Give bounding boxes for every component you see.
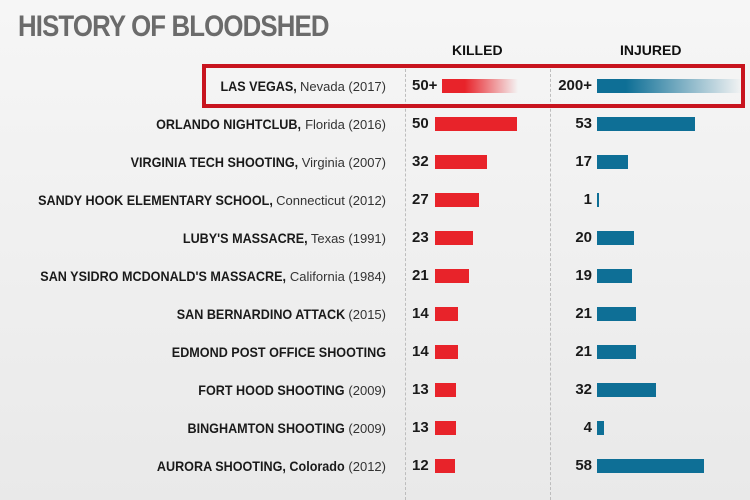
injured-bar [597, 193, 599, 207]
table-row: BINGHAMTON SHOOTING (2009) 13 4 [0, 413, 750, 443]
incident-detail: (2009) [344, 421, 386, 436]
killed-bar [435, 421, 457, 435]
injured-bar [597, 345, 636, 359]
table-row: EDMOND POST OFFICE SHOOTING 14 21 [0, 337, 750, 367]
killed-value: 13 [412, 381, 429, 398]
killed-value: 14 [412, 305, 429, 322]
incident-name: LAS VEGAS, [220, 78, 297, 94]
incident-name: BINGHAMTON SHOOTING [187, 420, 345, 436]
incident-name: EDMOND POST OFFICE SHOOTING [171, 344, 386, 360]
killed-value: 14 [412, 343, 429, 360]
killed-bar [435, 117, 517, 131]
injured-bar [597, 459, 704, 473]
killed-value: 27 [412, 191, 429, 208]
incident-name: SAN BERNARDINO ATTACK [176, 306, 345, 322]
incident-detail: (2009) [344, 383, 386, 398]
injured-value: 21 [575, 305, 592, 322]
incident-detail: Texas (1991) [307, 231, 386, 246]
injured-value: 4 [583, 419, 592, 436]
incident-detail: California (1984) [286, 269, 386, 284]
incident-name: FORT HOOD SHOOTING [198, 382, 345, 398]
table-row: SAN YSIDRO MCDONALD'S MASSACRE, Californ… [0, 261, 750, 291]
killed-bar [435, 459, 455, 473]
row-label: BINGHAMTON SHOOTING (2009) [170, 413, 386, 443]
row-label: ORLANDO NIGHTCLUB, Florida (2016) [140, 109, 386, 139]
killed-value: 21 [412, 267, 429, 284]
killed-bar [435, 383, 457, 397]
las-vegas-highlight-box [202, 64, 745, 108]
incident-detail: (2012) [344, 459, 386, 474]
incident-detail: Nevada (2017) [296, 79, 386, 94]
incident-detail: Virginia (2007) [298, 155, 386, 170]
injured-bar [597, 79, 742, 93]
chart-title: HISTORY OF BLOODSHED [18, 10, 329, 43]
table-row: VIRGINIA TECH SHOOTING, Virginia (2007) 3… [0, 147, 750, 177]
killed-bar [435, 269, 470, 283]
table-row: SAN BERNARDINO ATTACK (2015) 14 21 [0, 299, 750, 329]
row-label: LAS VEGAS, Nevada (2017) [212, 71, 386, 101]
row-label: SANDY HOOK ELEMENTARY SCHOOL, Connecticu… [12, 185, 386, 215]
incident-name: SAN YSIDRO MCDONALD'S MASSACRE, [40, 268, 287, 284]
table-row: ORLANDO NIGHTCLUB, Florida (2016) 50 53 [0, 109, 750, 139]
killed-column-header: KILLED [452, 42, 503, 58]
injured-value: 17 [575, 153, 592, 170]
injured-bar [597, 231, 634, 245]
injured-bar [597, 269, 632, 283]
killed-value: 13 [412, 419, 429, 436]
incident-detail: Connecticut (2012) [272, 193, 386, 208]
injured-value: 21 [575, 343, 592, 360]
injured-value: 58 [575, 457, 592, 474]
incident-name: AURORA SHOOTING, Colorado [156, 458, 345, 474]
injured-value: 20 [575, 229, 592, 246]
table-row: SANDY HOOK ELEMENTARY SCHOOL, Connecticu… [0, 185, 750, 215]
killed-value: 50+ [412, 77, 438, 94]
incident-name: SANDY HOOK ELEMENTARY SCHOOL, [37, 192, 273, 208]
injured-value: 1 [583, 191, 592, 208]
row-label: LUBY'S MASSACRE, Texas (1991) [169, 223, 386, 253]
row-label: SAN BERNARDINO ATTACK (2015) [158, 299, 386, 329]
killed-bar [435, 155, 488, 169]
incident-detail: (2015) [344, 307, 386, 322]
killed-column-divider [405, 64, 406, 500]
injured-bar [597, 117, 695, 131]
row-label: VIRGINIA TECH SHOOTING, Virginia (2007) [112, 147, 386, 177]
killed-value: 32 [412, 153, 429, 170]
row-label: SAN YSIDRO MCDONALD'S MASSACRE, Californ… [13, 261, 386, 291]
injured-column-divider [550, 64, 551, 500]
injured-bar [597, 155, 629, 169]
row-label: FORT HOOD SHOOTING (2009) [182, 375, 386, 405]
incident-name: VIRGINIA TECH SHOOTING, [130, 154, 299, 170]
table-row: AURORA SHOOTING, Colorado (2012) 12 58 [0, 451, 750, 481]
killed-bar [435, 345, 458, 359]
injured-bar [597, 383, 656, 397]
incident-name: LUBY'S MASSACRE, [182, 230, 308, 246]
killed-bar [435, 193, 480, 207]
table-row: FORT HOOD SHOOTING (2009) 13 32 [0, 375, 750, 405]
injured-value: 19 [575, 267, 592, 284]
row-label: AURORA SHOOTING, Colorado (2012) [136, 451, 386, 481]
injured-value: 200+ [558, 77, 592, 94]
table-row: LUBY'S MASSACRE, Texas (1991) 23 20 [0, 223, 750, 253]
injured-value: 32 [575, 381, 592, 398]
table-row: LAS VEGAS, Nevada (2017) 50+ 200+ [0, 71, 750, 101]
injured-value: 53 [575, 115, 592, 132]
killed-value: 50 [412, 115, 429, 132]
killed-bar [442, 79, 518, 93]
injured-bar [597, 421, 605, 435]
row-label: EDMOND POST OFFICE SHOOTING [148, 337, 386, 367]
injured-column-header: INJURED [620, 42, 682, 58]
injured-bar [597, 307, 636, 321]
killed-bar [435, 307, 458, 321]
incident-detail: Florida (2016) [301, 117, 386, 132]
killed-value: 23 [412, 229, 429, 246]
killed-bar [435, 231, 473, 245]
killed-value: 12 [412, 457, 429, 474]
incident-name: ORLANDO NIGHTCLUB, [156, 116, 302, 132]
